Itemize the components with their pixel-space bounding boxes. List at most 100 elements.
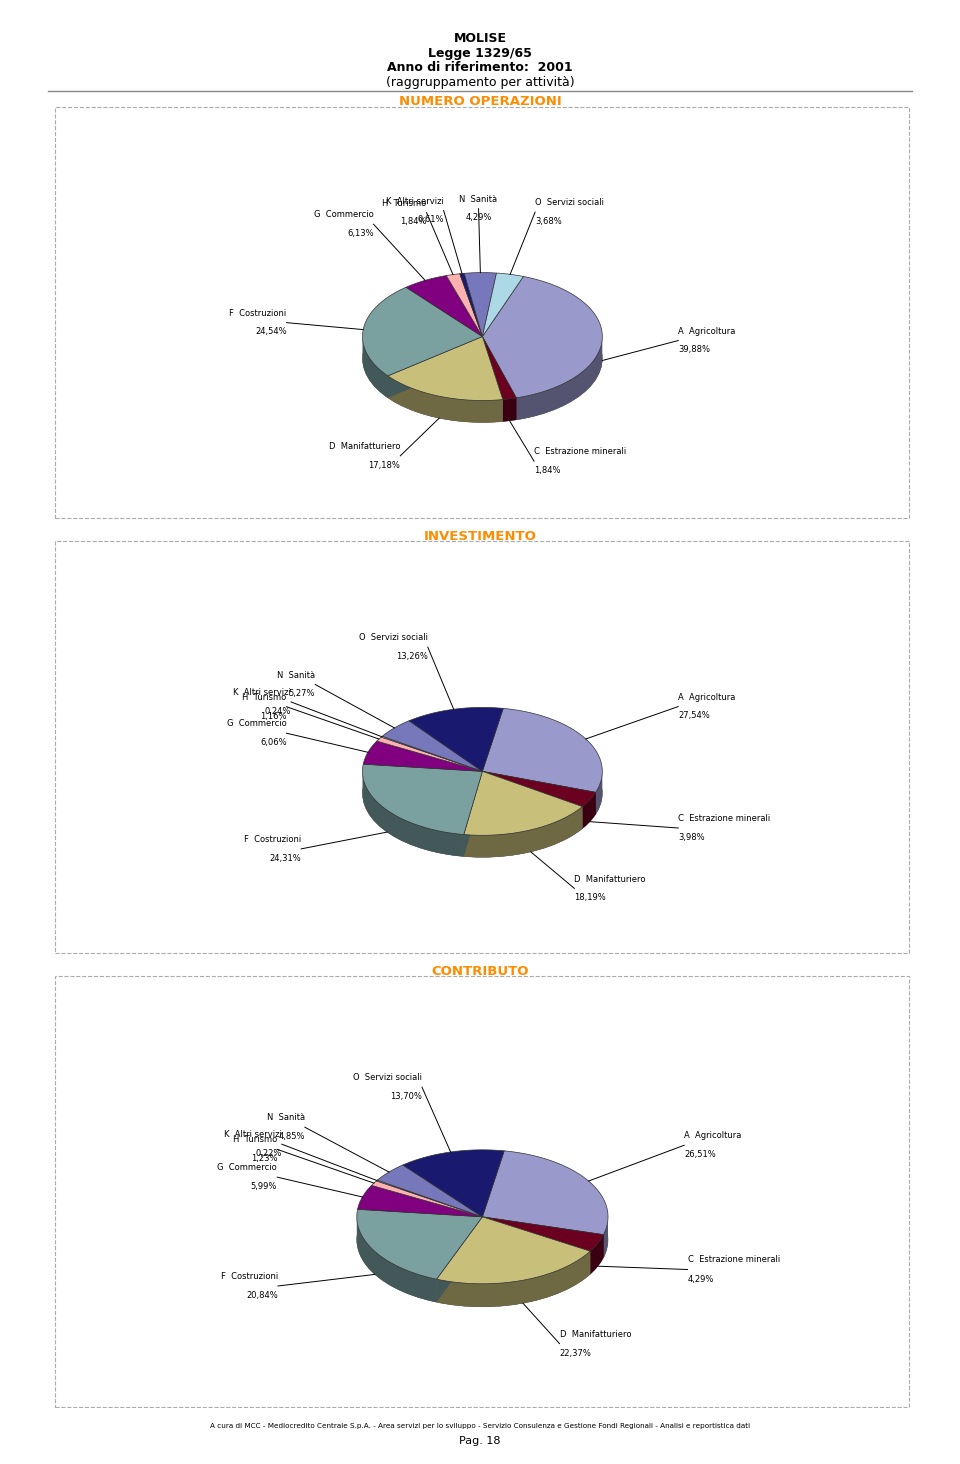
Polygon shape: [482, 337, 516, 420]
Text: H  Turismo: H Turismo: [242, 692, 287, 701]
Text: D  Manifatturiero: D Manifatturiero: [328, 442, 400, 451]
Polygon shape: [381, 736, 482, 772]
Polygon shape: [377, 1165, 482, 1217]
Text: 13,26%: 13,26%: [396, 651, 428, 660]
Text: 4,29%: 4,29%: [687, 1275, 714, 1284]
Polygon shape: [482, 1151, 608, 1234]
Polygon shape: [437, 1217, 590, 1284]
Text: 4,85%: 4,85%: [278, 1132, 305, 1142]
Polygon shape: [482, 277, 602, 398]
Text: CONTRIBUTO: CONTRIBUTO: [431, 965, 529, 978]
Polygon shape: [363, 772, 464, 856]
Polygon shape: [363, 764, 482, 834]
Polygon shape: [372, 1181, 482, 1217]
Polygon shape: [464, 772, 583, 836]
Polygon shape: [482, 1217, 604, 1258]
Polygon shape: [437, 1217, 482, 1301]
Polygon shape: [604, 1217, 608, 1258]
Polygon shape: [482, 1217, 590, 1274]
Text: H  Turismo: H Turismo: [382, 199, 426, 208]
Polygon shape: [388, 337, 503, 401]
Text: K  Altri servizi: K Altri servizi: [233, 688, 291, 697]
Text: 1,84%: 1,84%: [400, 217, 426, 227]
Polygon shape: [409, 707, 503, 772]
Polygon shape: [357, 1186, 482, 1217]
Polygon shape: [482, 337, 516, 420]
Polygon shape: [376, 1180, 482, 1217]
Text: 22,37%: 22,37%: [560, 1348, 591, 1357]
Text: 3,68%: 3,68%: [535, 217, 562, 225]
Text: 0,61%: 0,61%: [418, 215, 444, 224]
Text: 6,13%: 6,13%: [347, 228, 373, 239]
Polygon shape: [482, 337, 503, 422]
Text: 18,19%: 18,19%: [574, 893, 606, 902]
Polygon shape: [482, 772, 595, 807]
Text: MOLISE: MOLISE: [453, 32, 507, 45]
Text: F  Costruzioni: F Costruzioni: [244, 834, 301, 845]
Text: 5,27%: 5,27%: [289, 690, 315, 698]
Ellipse shape: [363, 729, 602, 858]
Polygon shape: [516, 337, 602, 420]
Polygon shape: [482, 772, 595, 814]
Text: 20,84%: 20,84%: [247, 1291, 278, 1300]
Polygon shape: [482, 772, 583, 829]
Text: Pag. 18: Pag. 18: [459, 1436, 501, 1446]
Text: 4,29%: 4,29%: [466, 214, 492, 223]
Polygon shape: [363, 335, 388, 398]
Text: H  Turismo: H Turismo: [233, 1136, 277, 1145]
Polygon shape: [595, 772, 602, 814]
Polygon shape: [590, 1234, 604, 1274]
Text: NUMERO OPERAZIONI: NUMERO OPERAZIONI: [398, 95, 562, 108]
Text: C  Estrazione minerali: C Estrazione minerali: [534, 448, 626, 457]
Text: 1,23%: 1,23%: [251, 1155, 277, 1164]
Text: N  Sanità: N Sanità: [267, 1113, 305, 1123]
Text: 39,88%: 39,88%: [678, 346, 710, 354]
Ellipse shape: [357, 1173, 608, 1307]
Polygon shape: [482, 772, 583, 829]
Text: N  Sanità: N Sanità: [277, 671, 315, 679]
Polygon shape: [482, 1217, 590, 1274]
Text: G  Commercio: G Commercio: [218, 1162, 277, 1173]
Polygon shape: [388, 337, 482, 398]
Text: N  Sanità: N Sanità: [460, 195, 497, 203]
Text: O  Servizi sociali: O Servizi sociali: [535, 198, 604, 208]
Polygon shape: [437, 1217, 482, 1301]
Polygon shape: [464, 807, 583, 858]
Text: 1,84%: 1,84%: [534, 466, 561, 474]
Text: G  Commercio: G Commercio: [314, 211, 373, 220]
Text: D  Manifatturiero: D Manifatturiero: [574, 874, 646, 884]
Polygon shape: [437, 1252, 590, 1307]
Polygon shape: [460, 274, 482, 337]
Text: 13,70%: 13,70%: [390, 1092, 422, 1101]
Text: O  Servizi sociali: O Servizi sociali: [359, 634, 428, 643]
Text: 26,51%: 26,51%: [684, 1151, 716, 1159]
Text: O  Servizi sociali: O Servizi sociali: [353, 1073, 422, 1082]
Text: A  Agricoltura: A Agricoltura: [684, 1132, 741, 1140]
Polygon shape: [482, 274, 523, 337]
Text: 0,22%: 0,22%: [255, 1149, 282, 1158]
Text: A cura di MCC - Mediocredito Centrale S.p.A. - Area servizi per lo sviluppo - Se: A cura di MCC - Mediocredito Centrale S.…: [210, 1423, 750, 1429]
Polygon shape: [388, 337, 482, 398]
Polygon shape: [363, 287, 482, 376]
Text: (raggruppamento per attività): (raggruppamento per attività): [386, 76, 574, 89]
Polygon shape: [482, 1217, 604, 1258]
Text: D  Manifatturiero: D Manifatturiero: [560, 1329, 631, 1338]
Polygon shape: [482, 772, 595, 814]
Text: 0,24%: 0,24%: [265, 707, 291, 716]
Polygon shape: [583, 792, 595, 829]
Text: 1,16%: 1,16%: [260, 712, 287, 720]
Text: Legge 1329/65: Legge 1329/65: [428, 47, 532, 60]
Polygon shape: [382, 720, 482, 772]
Text: 24,54%: 24,54%: [255, 328, 287, 337]
Polygon shape: [446, 274, 482, 337]
Text: 27,54%: 27,54%: [678, 712, 710, 720]
Text: K  Altri servizi: K Altri servizi: [224, 1130, 282, 1139]
Text: 24,31%: 24,31%: [270, 854, 301, 862]
Text: A  Agricoltura: A Agricoltura: [678, 326, 735, 335]
Polygon shape: [388, 376, 503, 423]
Polygon shape: [357, 1209, 482, 1280]
Polygon shape: [482, 337, 516, 400]
Text: F  Costruzioni: F Costruzioni: [221, 1272, 278, 1281]
Text: 6,06%: 6,06%: [260, 738, 287, 747]
Text: 5,99%: 5,99%: [251, 1183, 277, 1192]
